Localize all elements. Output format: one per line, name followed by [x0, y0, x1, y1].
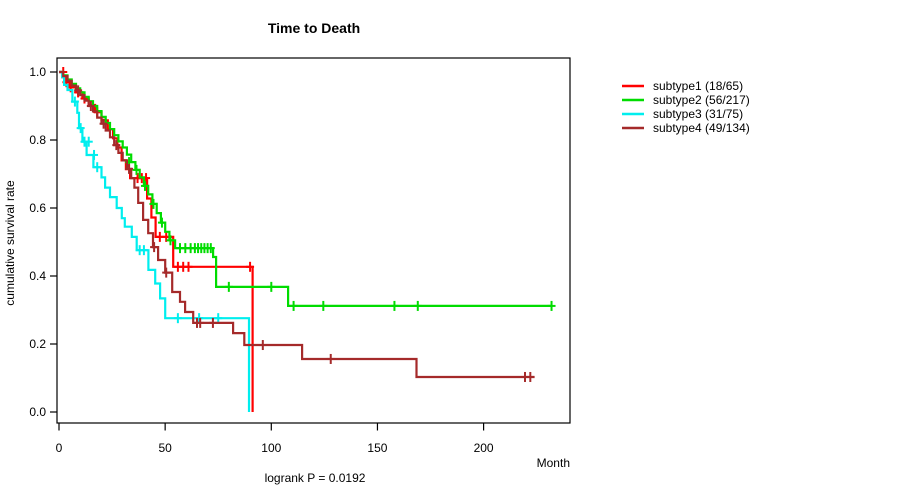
x-tick-label: 0: [56, 441, 63, 455]
x-axis-label: Month: [537, 456, 570, 470]
legend: subtype1 (18/65)subtype2 (56/217)subtype…: [622, 79, 750, 135]
y-axis-label: cumulative survival rate: [3, 180, 17, 306]
y-tick-label: 0.6: [29, 201, 46, 215]
plot-area: 0 50 100 150 200 0.0 0.2 0.4 0.6 0.8 1.0: [29, 57, 571, 455]
legend-label-2: subtype2 (56/217): [653, 93, 750, 107]
x-tick-label: 50: [158, 441, 172, 455]
y-tick-label: 0.4: [29, 269, 46, 283]
x-tick-label: 150: [367, 441, 387, 455]
legend-label-3: subtype3 (31/75): [653, 107, 743, 121]
plot-box: [56, 57, 571, 424]
y-tick-label: 0.0: [29, 405, 46, 419]
x-tick-label: 100: [261, 441, 281, 455]
survival-curve-subtype4: [59, 70, 535, 379]
y-tick-label: 0.2: [29, 337, 46, 351]
y-tick-label: 1.0: [29, 65, 46, 79]
legend-label-1: subtype1 (18/65): [653, 79, 743, 93]
survival-curve-subtype1: [59, 70, 254, 412]
legend-label-4: subtype4 (49/134): [653, 121, 750, 135]
x-tick-label: 200: [474, 441, 494, 455]
survival-curve-subtype3: [59, 70, 251, 412]
y-tick-label: 0.8: [29, 133, 46, 147]
survival-curve-subtype2: [59, 70, 552, 307]
plot-title: Time to Death: [268, 20, 360, 36]
logrank-pvalue-text: logrank P = 0.0192: [265, 471, 366, 485]
